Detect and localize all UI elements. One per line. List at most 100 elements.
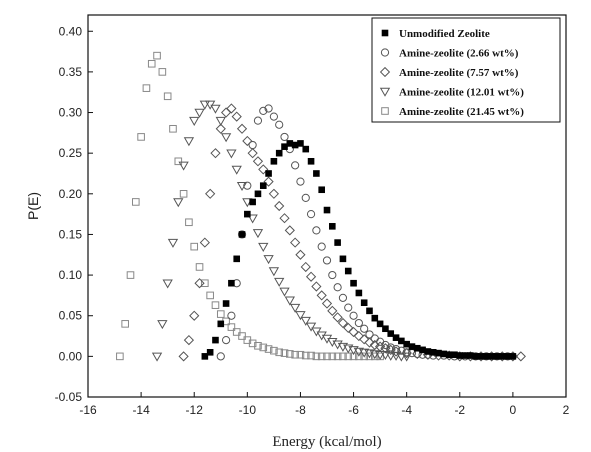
data-point (253, 116, 263, 125)
data-point (252, 156, 264, 167)
data-point (232, 328, 241, 336)
data-point (291, 141, 299, 149)
data-point (306, 210, 316, 219)
data-point (201, 279, 209, 288)
y-tick-label: 0.35 (59, 65, 83, 79)
data-points (116, 51, 526, 362)
data-point (493, 353, 501, 360)
data-point (205, 188, 216, 199)
data-point (467, 352, 474, 359)
data-point (348, 326, 359, 338)
data-point (397, 346, 406, 355)
data-point (408, 343, 416, 350)
data-point (189, 116, 200, 126)
data-point (189, 310, 200, 321)
data-point (151, 352, 163, 362)
data-point (268, 188, 279, 199)
legend-label: Amine-zeolite (2.66 wt%) (399, 48, 519, 60)
data-point (274, 200, 285, 212)
data-point (258, 242, 269, 252)
data-point (242, 135, 253, 147)
data-point (275, 120, 284, 129)
data-point (264, 345, 273, 353)
data-point (371, 314, 379, 322)
data-point (275, 348, 283, 357)
data-point (451, 351, 458, 359)
series-3 (151, 100, 412, 362)
x-tick-label: -6 (348, 403, 359, 417)
data-point (360, 352, 368, 361)
data-point (274, 277, 285, 287)
data-point (365, 352, 374, 361)
data-point (263, 255, 274, 265)
data-point (178, 351, 189, 362)
data-point (244, 210, 251, 218)
data-point (270, 157, 278, 165)
data-point (206, 348, 214, 356)
x-tick-label: -12 (186, 403, 204, 417)
data-point (252, 229, 264, 239)
data-point (359, 334, 370, 345)
data-point (270, 346, 278, 355)
data-point (199, 237, 210, 248)
y-tick-label: 0.30 (59, 106, 83, 120)
x-axis: -16 -14 -12 -10 -8 -6 -4 -2 0 2 (79, 392, 570, 417)
legend-box (371, 17, 561, 123)
data-point (227, 311, 236, 320)
data-point (329, 223, 336, 230)
data-point (435, 349, 442, 357)
data-point (216, 310, 225, 318)
data-point (183, 334, 195, 346)
data-point (375, 341, 386, 352)
data-point (312, 226, 321, 235)
data-point (509, 353, 517, 360)
data-point (316, 290, 327, 301)
x-tick-label: -16 (79, 403, 97, 417)
data-point (265, 170, 272, 177)
data-point (456, 352, 464, 359)
data-point (183, 137, 195, 147)
data-point (483, 353, 490, 360)
y-tick-label: 0.40 (59, 24, 83, 38)
data-point (386, 343, 395, 352)
data-point (259, 343, 268, 352)
data-point (312, 352, 321, 361)
data-point (280, 349, 289, 357)
data-point (233, 255, 241, 263)
data-point (248, 140, 257, 150)
data-point (419, 346, 426, 354)
data-point (365, 330, 374, 339)
data-point (316, 331, 327, 341)
data-point (269, 112, 278, 121)
y-axis: -0.05 0.00 0.05 0.10 0.15 0.20 0.25 0.30 0.35 0.4… (55, 24, 93, 404)
data-point (226, 103, 237, 114)
data-point (220, 133, 232, 143)
data-point (179, 190, 188, 198)
data-point (142, 84, 151, 92)
y-tick-label: -0.05 (55, 390, 83, 404)
data-point (248, 339, 257, 348)
data-point (381, 340, 390, 350)
data-point (311, 281, 322, 292)
series-4 (116, 51, 384, 361)
data-point (339, 352, 347, 361)
data-point (237, 230, 247, 239)
data-point (300, 261, 311, 273)
legend-label: Amine-zeolite (21.45 wt%) (399, 106, 524, 118)
data-point (385, 351, 396, 361)
data-point (307, 157, 315, 165)
data-point (222, 300, 230, 307)
data-point (116, 352, 124, 361)
data-point (295, 249, 306, 260)
x-axis-title: Energy (kcal/mol) (272, 434, 381, 450)
data-point (424, 348, 432, 355)
data-point (247, 214, 258, 224)
data-point (296, 350, 305, 359)
data-point (323, 206, 331, 214)
data-point (403, 340, 410, 348)
data-point (343, 322, 354, 334)
x-tick-label: -8 (295, 403, 306, 417)
y-tick-label: 0.00 (59, 349, 83, 363)
data-point (332, 312, 343, 323)
y-tick-label: 0.20 (59, 187, 83, 201)
